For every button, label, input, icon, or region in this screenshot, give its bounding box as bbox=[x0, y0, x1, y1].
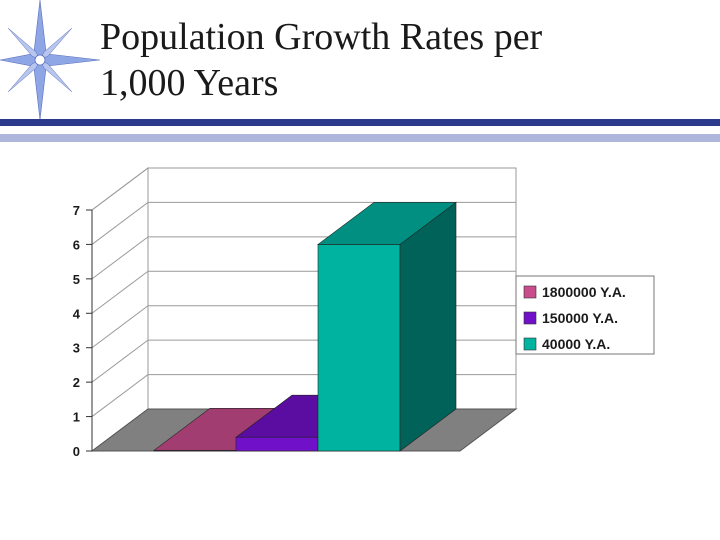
gridline-side bbox=[91, 374, 149, 417]
y-tick-label: 4 bbox=[73, 306, 81, 321]
legend-box bbox=[515, 275, 655, 355]
bars bbox=[153, 201, 457, 452]
bar-front bbox=[317, 244, 401, 452]
legend-swatch bbox=[523, 311, 537, 325]
y-axis: 0 1 2 3 4 5 6 7 bbox=[73, 203, 93, 459]
legend-label: 1800000 Y.A. bbox=[542, 284, 626, 300]
gridline-side bbox=[91, 167, 149, 211]
legend-swatch bbox=[523, 285, 537, 299]
bar-front bbox=[235, 436, 319, 452]
y-tick-label: 6 bbox=[73, 237, 80, 252]
gridline-side bbox=[91, 305, 149, 349]
y-tick-label: 0 bbox=[73, 444, 80, 459]
slide-title-line1: Population Growth Rates per bbox=[100, 16, 543, 58]
legend-label: 150000 Y.A. bbox=[542, 310, 618, 326]
legend-label: 40000 Y.A. bbox=[542, 336, 610, 352]
y-tick-label: 5 bbox=[73, 272, 80, 287]
y-tick-label: 3 bbox=[73, 341, 80, 356]
gridline-side bbox=[91, 339, 149, 383]
gridline-side bbox=[91, 236, 149, 280]
y-tick-label: 7 bbox=[73, 203, 80, 218]
slide-title-line2: 1,000 Years bbox=[100, 62, 279, 104]
legend-swatch bbox=[523, 337, 537, 351]
compass-star-logo bbox=[0, 0, 100, 121]
bar-3 bbox=[317, 201, 457, 452]
y-tick-label: 1 bbox=[73, 410, 80, 425]
side-wall bbox=[91, 167, 149, 452]
title-rule-dark bbox=[0, 119, 720, 126]
y-tick-label: 2 bbox=[73, 375, 80, 390]
slide-title: Population Growth Rates per 1,000 Years bbox=[100, 14, 542, 106]
star-icon bbox=[0, 0, 100, 121]
gridline-side bbox=[91, 202, 149, 245]
bar-side bbox=[399, 201, 457, 452]
legend: 1800000 Y.A. 150000 Y.A. 40000 Y.A. bbox=[515, 275, 655, 355]
title-rule-light bbox=[0, 134, 720, 142]
gridline-side bbox=[91, 270, 149, 314]
